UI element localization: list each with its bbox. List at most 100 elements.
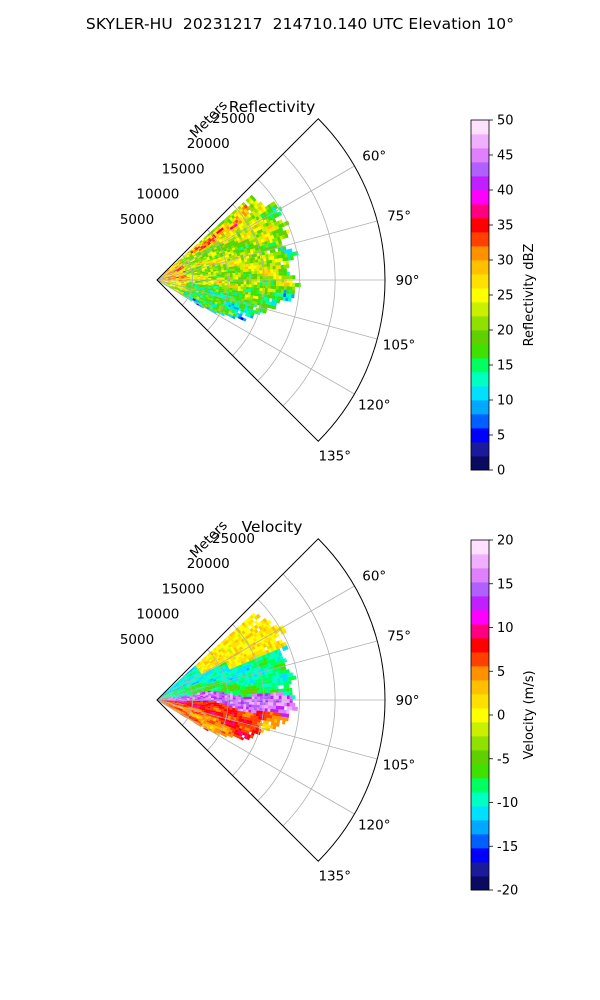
colorbar-swatch	[471, 778, 489, 793]
colorbar-tick-label: 5	[497, 429, 505, 444]
range-tick-label: 20000	[187, 556, 230, 572]
colorbar-swatch	[471, 694, 489, 709]
colorbar-swatch	[471, 218, 489, 233]
azimuth-tick-label: 60°	[362, 569, 386, 585]
colorbar-swatch	[471, 428, 489, 443]
colorbar-swatch	[471, 386, 489, 401]
colorbar-swatch	[471, 120, 489, 135]
azimuth-tick-label: 135°	[318, 869, 351, 885]
colorbar-swatch	[471, 442, 489, 457]
colorbar-swatch	[471, 330, 489, 345]
azimuth-tick-label: 75°	[387, 629, 411, 645]
colorbar-tick-label: 20	[497, 324, 514, 339]
colorbar: -20 -15 -10 -5 0 5 10 15 20 Velocity (m/s)	[470, 534, 537, 899]
colorbar-swatch	[471, 190, 489, 205]
colorbar-swatch	[471, 414, 489, 429]
colorbar-tick-label: 10	[497, 621, 514, 636]
colorbar-swatch	[471, 820, 489, 835]
colorbar-swatch	[471, 834, 489, 849]
colorbar-tick-label: 25	[497, 289, 514, 304]
range-tick-label: 5000	[120, 212, 154, 228]
colorbar-swatch	[471, 288, 489, 303]
colorbar-swatch	[471, 708, 489, 723]
colorbar-tick-label: -15	[497, 840, 518, 855]
colorbar-swatch	[471, 596, 489, 611]
range-tick-label: 20000	[187, 136, 230, 152]
colorbar-swatch	[471, 204, 489, 219]
colorbar-tick-label: 40	[497, 184, 514, 199]
azimuth-tick-label: 105°	[383, 337, 416, 353]
colorbar-swatch	[471, 316, 489, 331]
colorbar-swatch	[471, 806, 489, 821]
radar-field	[157, 194, 301, 322]
range-tick-label: 25000	[212, 111, 255, 127]
colorbar-tick-label: 30	[497, 254, 514, 269]
colorbar-swatch	[471, 554, 489, 569]
colorbar-tick-label: 0	[497, 709, 505, 724]
colorbar-swatch	[471, 246, 489, 261]
range-tick-label: 15000	[162, 581, 205, 597]
colorbar-swatch	[471, 848, 489, 863]
azimuth-tick-label: 90°	[396, 693, 420, 709]
colorbar-swatch	[471, 456, 489, 471]
reflectivity-panel: Reflectivity60°75°90°105°120°135°5000100…	[120, 98, 537, 479]
colorbar-swatch	[471, 232, 489, 247]
azimuth-tick-label: 60°	[362, 149, 386, 165]
azimuth-tick-label: 120°	[358, 817, 391, 833]
range-tick-label: 15000	[162, 161, 205, 177]
colorbar-swatch	[471, 666, 489, 681]
colorbar-tick-label: 5	[497, 665, 505, 680]
colorbar-swatch	[471, 134, 489, 149]
colorbar-swatch	[471, 624, 489, 639]
colorbar-swatch	[471, 610, 489, 625]
colorbar-swatch	[471, 372, 489, 387]
azimuth-tick-label: 75°	[387, 209, 411, 225]
velocity-panel: Velocity 60° 75° 90° 105° 120° 135° 5000 10000 15…	[120, 518, 537, 899]
colorbar-swatch	[471, 876, 489, 891]
colorbar-label: Reflectivity dBZ	[522, 244, 537, 347]
azimuth-tick-label: 105°	[383, 757, 416, 773]
azimuth-tick-label: 120°	[358, 397, 391, 413]
colorbar-tick-label: 50	[497, 114, 514, 129]
colorbar-swatch	[471, 568, 489, 583]
sector-frame	[156, 118, 386, 442]
colorbar-swatch	[471, 638, 489, 653]
azimuth-tick-label: 135°	[318, 449, 351, 465]
colorbar-label: Velocity (m/s)	[522, 670, 537, 759]
colorbar-swatch	[471, 274, 489, 289]
colorbar-tick-label: 35	[497, 219, 514, 234]
colorbar-tick-label: 45	[497, 149, 514, 164]
colorbar: 0 5 10 15 20 25 30 35 40 45 50 Reflectivity dBZ	[470, 114, 537, 479]
colorbar-tick-label: 10	[497, 394, 514, 409]
colorbar-swatch	[471, 148, 489, 163]
colorbar-swatch	[471, 400, 489, 415]
colorbar-tick-label: 15	[497, 359, 514, 374]
colorbar-swatch	[471, 764, 489, 779]
colorbar-swatch	[471, 862, 489, 877]
azimuth-tick-label: 90°	[396, 273, 420, 289]
colorbar-tick-label: -5	[497, 752, 510, 767]
sector-frame	[156, 538, 386, 862]
figure-suptitle: SKYLER-HU 20231217 214710.140 UTC Elevat…	[85, 15, 515, 33]
colorbar-swatch	[471, 582, 489, 597]
colorbar-tick-label: 15	[497, 577, 514, 592]
range-tick-label: 10000	[136, 187, 179, 203]
colorbar-swatch	[471, 358, 489, 373]
range-tick-label: 10000	[136, 607, 179, 623]
panel-title: Velocity	[242, 518, 303, 536]
colorbar-tick-label: 0	[497, 464, 505, 479]
range-tick-label: 25000	[212, 531, 255, 547]
colorbar-swatch	[471, 680, 489, 695]
colorbar-swatch	[471, 722, 489, 737]
colorbar-swatch	[471, 540, 489, 555]
colorbar-swatch	[471, 176, 489, 191]
colorbar-tick-label: 20	[497, 534, 514, 549]
colorbar-tick-label: -20	[497, 884, 518, 899]
colorbar-swatch	[471, 792, 489, 807]
range-tick-label: 5000	[120, 632, 154, 648]
colorbar-swatch	[471, 736, 489, 751]
colorbar-swatch	[471, 260, 489, 275]
colorbar-swatch	[471, 162, 489, 177]
colorbar-swatch	[471, 750, 489, 765]
